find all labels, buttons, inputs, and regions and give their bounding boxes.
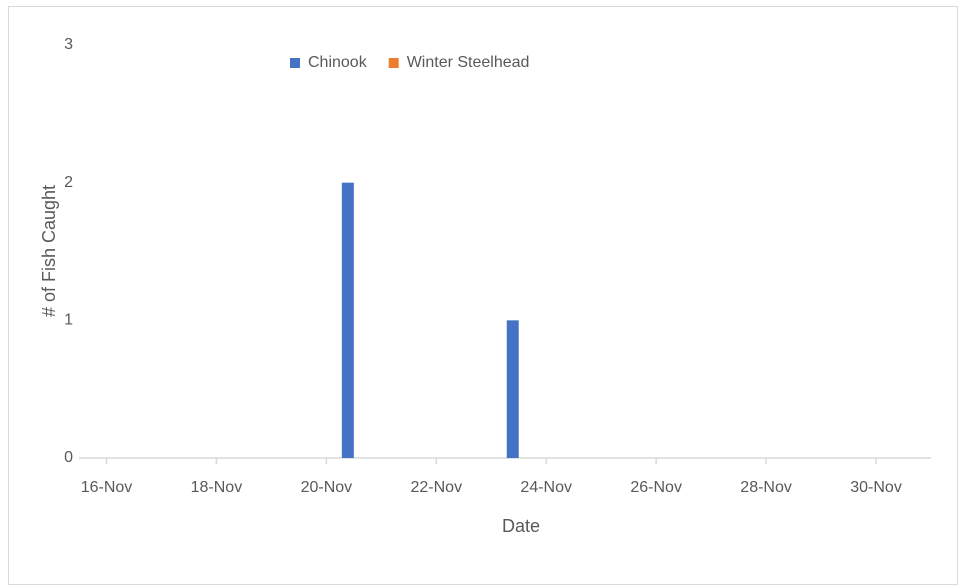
- x-tick-label: 18-Nov: [191, 479, 243, 496]
- y-tick-label: 3: [64, 36, 73, 53]
- y-axis-title: # of Fish Caught: [39, 185, 59, 317]
- x-tick-label: 26-Nov: [630, 479, 682, 496]
- bar: [506, 320, 519, 458]
- chart-border: [8, 6, 958, 585]
- x-tick-label: 24-Nov: [520, 479, 572, 496]
- x-tick-label: 28-Nov: [740, 479, 792, 496]
- bar: [341, 182, 354, 458]
- x-axis-title: Date: [502, 516, 540, 536]
- legend-swatch: [388, 58, 399, 68]
- y-tick-label: 0: [64, 449, 73, 466]
- y-tick-label: 1: [64, 312, 73, 329]
- legend-swatch: [290, 58, 300, 68]
- x-tick-label: 30-Nov: [850, 479, 902, 496]
- legend-label: Chinook: [308, 54, 368, 71]
- legend-label: Winter Steelhead: [407, 54, 530, 71]
- x-tick-label: 22-Nov: [411, 479, 463, 496]
- x-tick-label: 20-Nov: [301, 479, 353, 496]
- x-tick-label: 16-Nov: [81, 479, 133, 496]
- y-tick-label: 2: [64, 174, 73, 191]
